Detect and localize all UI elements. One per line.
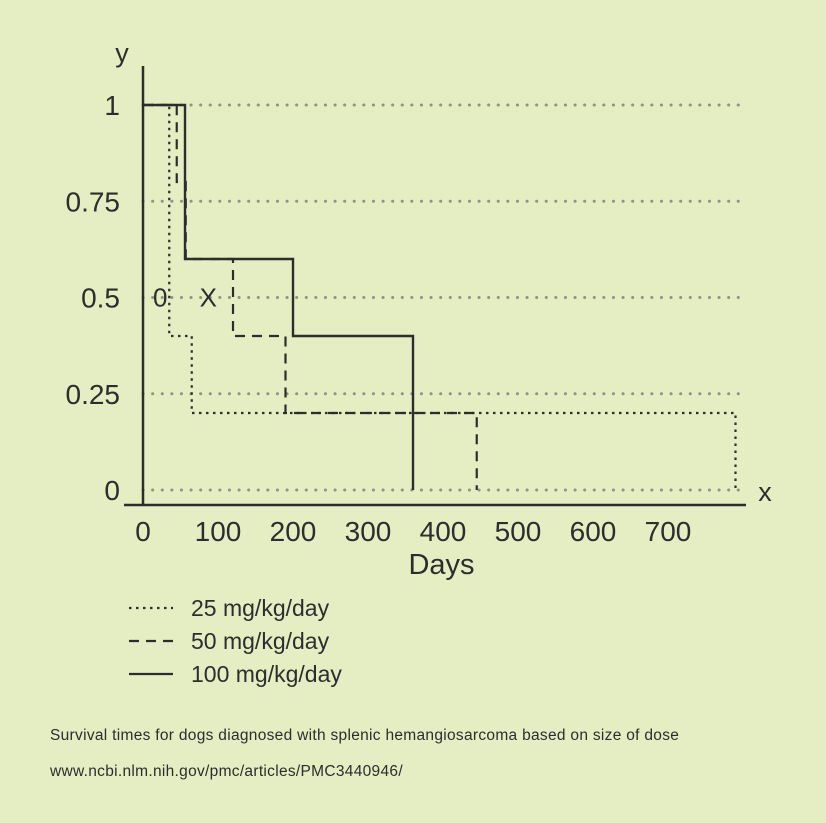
chart-legend: 25 mg/kg/day 50 mg/kg/day 100 mg/kg/day [127,592,342,690]
legend-label: 25 mg/kg/day [191,594,330,621]
y-tick-label: 0.5 [81,283,120,314]
figure-caption: Survival times for dogs diagnosed with s… [50,727,680,744]
legend-item-0: 25 mg/kg/day [127,592,342,624]
source-url: www.ncbi.nlm.nih.gov/pmc/articles/PMC344… [50,763,403,780]
x-tick-label: 600 [570,516,617,547]
series-curve-2 [143,103,415,490]
x-tick-label: 500 [495,516,542,547]
x-tick-label: 700 [645,516,692,547]
legend-label: 100 mg/kg/day [191,660,342,687]
y-tick-label: 1 [104,90,120,121]
y-tick-label: 0 [104,475,120,506]
x-axis-title: Days [408,549,474,581]
x-tick-label: 0 [135,516,151,547]
legend-label: 50 mg/kg/day [191,627,330,654]
series-curve-1 [143,103,478,490]
y-axis-letter: y [115,38,129,68]
y-tick-label: 0.25 [66,379,121,410]
x-tick-label: 300 [345,516,392,547]
x-tick-label: 100 [195,516,242,547]
legend-item-1: 50 mg/kg/day [127,625,342,657]
x-axis-letter: x [758,477,772,507]
legend-item-2: 100 mg/kg/day [127,658,342,690]
x-tick-label: 400 [420,516,467,547]
plot-annotation: 0 [153,283,167,313]
survival-chart: 0 0.25 0.5 0.75 1 0 100 200 300 400 500 600 700 y x Day… [66,38,773,581]
legend-swatch-solid [129,672,173,676]
y-tick-label: 0.75 [66,186,121,217]
legend-swatch-dotted [129,606,173,610]
legend-swatch-dashed [129,639,173,643]
plot-annotation: X [200,283,217,313]
x-tick-label: 200 [270,516,317,547]
